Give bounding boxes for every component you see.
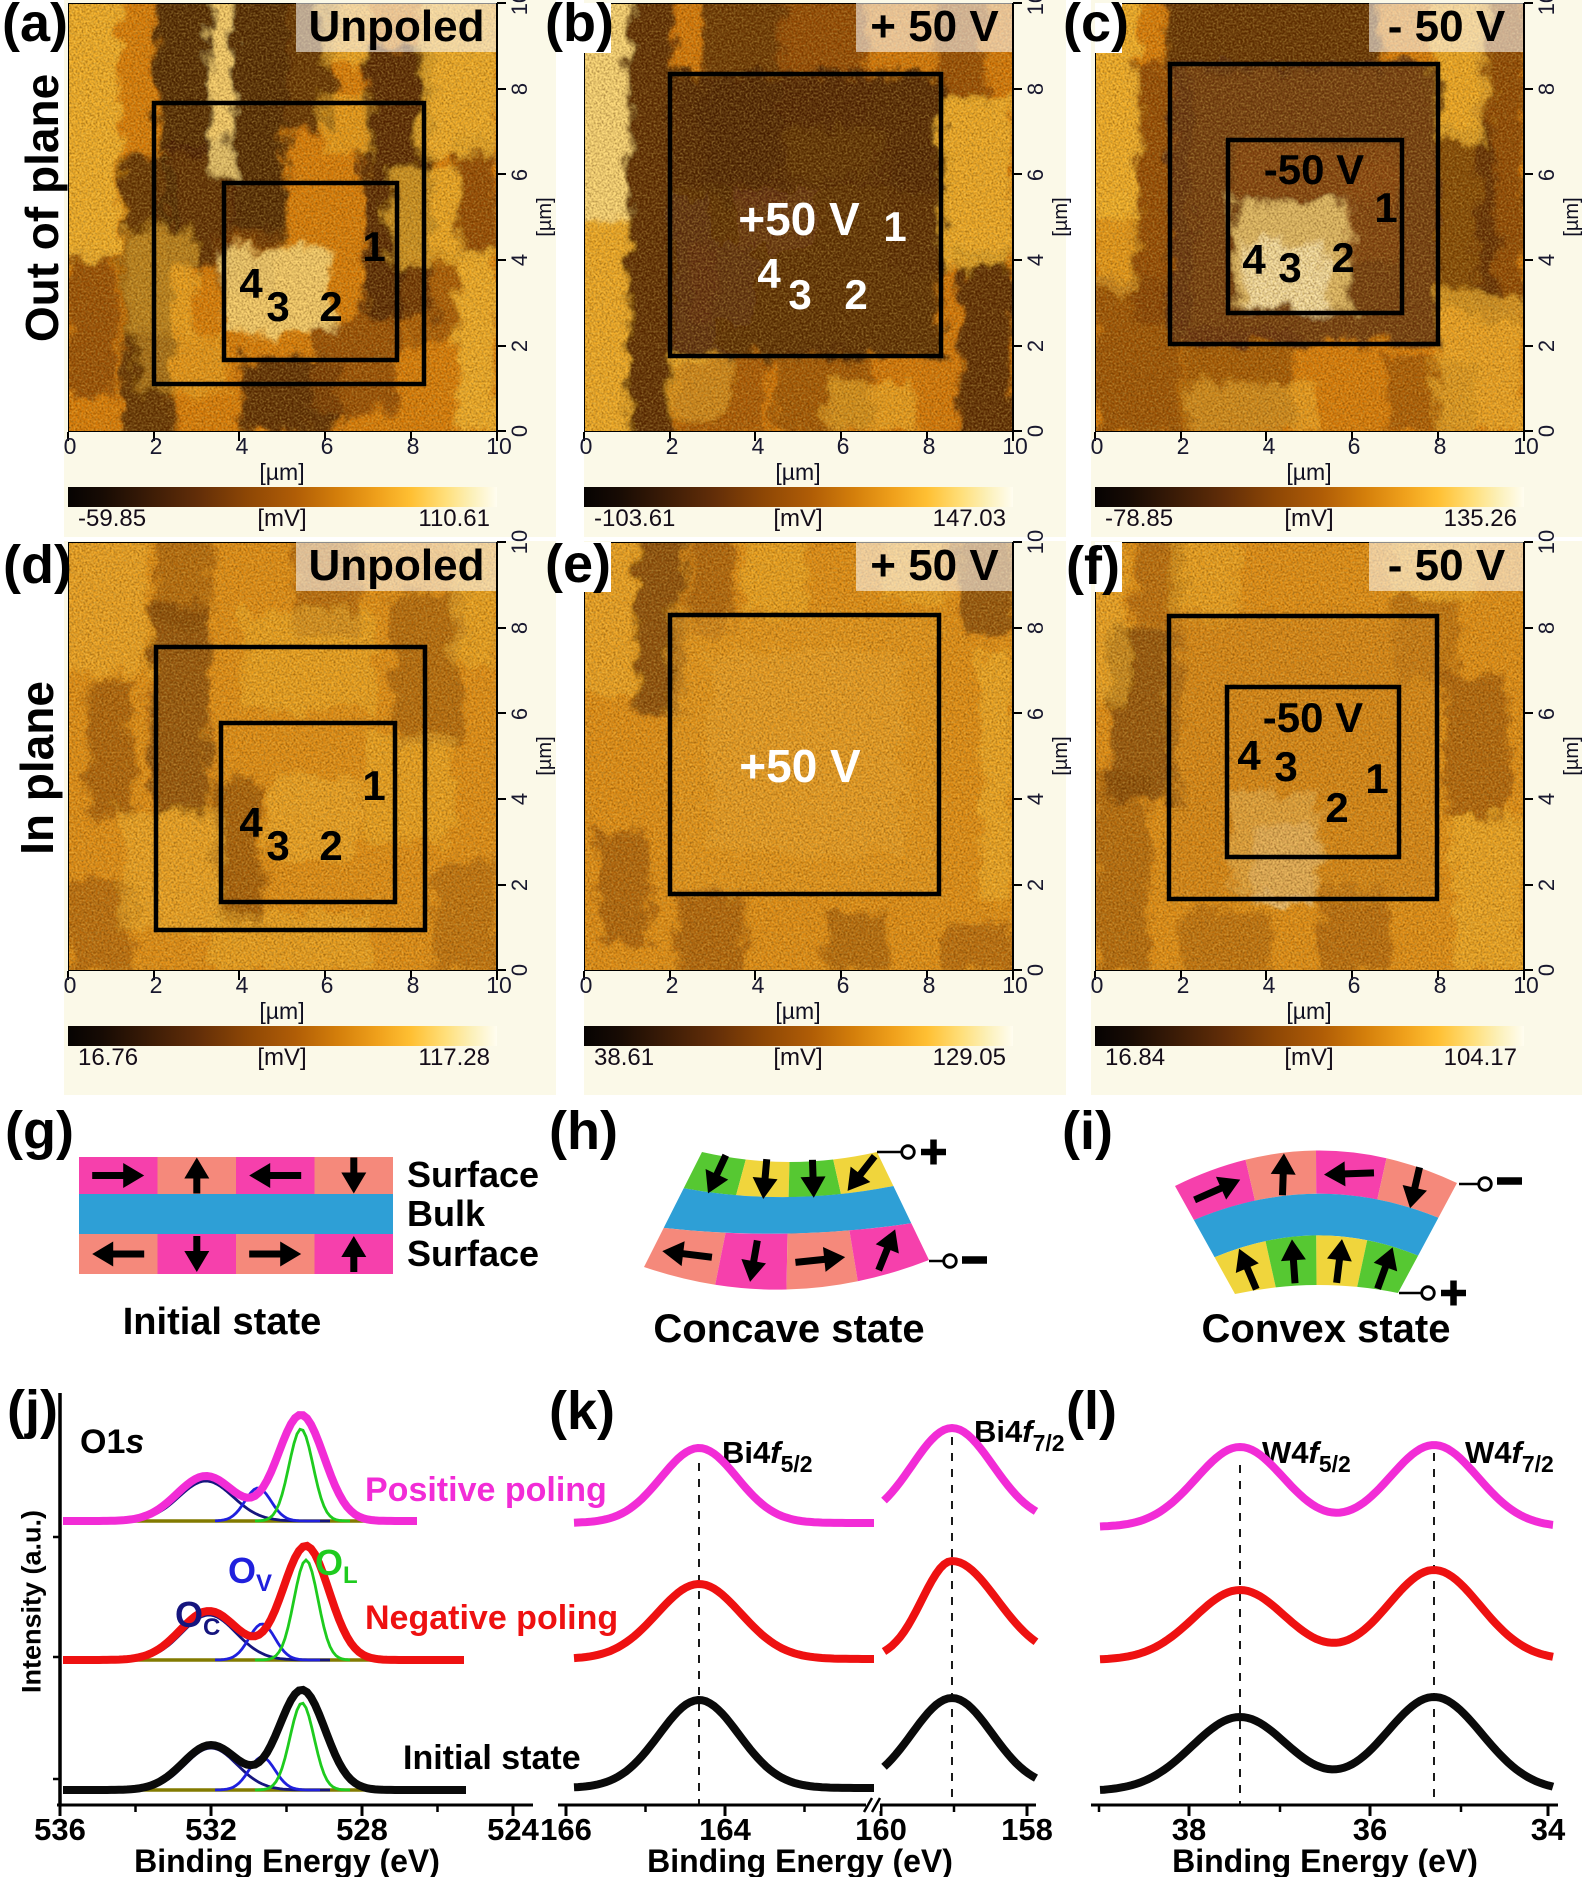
svg-text:O1s: O1s <box>80 1423 144 1461</box>
svg-text:4: 4 <box>1237 732 1261 779</box>
svg-text:36: 36 <box>1353 1812 1387 1847</box>
svg-text:Surface: Surface <box>407 1154 539 1195</box>
svg-text:Surface: Surface <box>407 1233 539 1274</box>
svg-text:1: 1 <box>1365 755 1388 802</box>
svg-text:528: 528 <box>336 1812 388 1847</box>
svg-text:3: 3 <box>266 283 289 330</box>
svg-text:Binding Energy (eV): Binding Energy (eV) <box>134 1843 440 1877</box>
svg-text:2: 2 <box>1331 234 1354 281</box>
svg-text:Initial state: Initial state <box>123 1301 322 1343</box>
svg-text:2: 2 <box>844 271 867 318</box>
svg-text:158: 158 <box>1001 1812 1053 1847</box>
svg-text:38: 38 <box>1172 1812 1206 1847</box>
svg-text:3: 3 <box>266 822 289 869</box>
svg-text:4: 4 <box>239 799 263 846</box>
svg-text:4: 4 <box>239 260 263 307</box>
svg-text:Binding Energy (eV): Binding Energy (eV) <box>647 1843 953 1877</box>
svg-text:34: 34 <box>1531 1812 1566 1847</box>
svg-text:Convex state: Convex state <box>1202 1307 1451 1351</box>
svg-text:OL: OL <box>315 1542 358 1589</box>
svg-text:1: 1 <box>362 223 385 270</box>
svg-text:2: 2 <box>319 283 342 330</box>
svg-text:3: 3 <box>1274 743 1297 790</box>
svg-text:1: 1 <box>362 762 385 809</box>
svg-text:160: 160 <box>855 1812 907 1847</box>
svg-text:2: 2 <box>1325 784 1348 831</box>
svg-text:3: 3 <box>1278 244 1301 291</box>
svg-text:OC: OC <box>175 1594 220 1641</box>
svg-text:166: 166 <box>540 1812 592 1847</box>
svg-text:OV: OV <box>228 1550 272 1597</box>
svg-text:+50 V: +50 V <box>739 740 861 792</box>
svg-text:3: 3 <box>788 271 811 318</box>
svg-text:4: 4 <box>757 250 781 297</box>
svg-text:4: 4 <box>1242 236 1266 283</box>
svg-text:Concave state: Concave state <box>653 1307 924 1351</box>
svg-text:536: 536 <box>34 1812 86 1847</box>
svg-text:Bi4f7/2: Bi4f7/2 <box>974 1414 1065 1456</box>
svg-text:1: 1 <box>883 203 906 250</box>
svg-text:1: 1 <box>1374 184 1397 231</box>
svg-text:164: 164 <box>699 1812 751 1847</box>
svg-text:Binding Energy (eV): Binding Energy (eV) <box>1172 1843 1478 1877</box>
svg-text:W4f7/2: W4f7/2 <box>1465 1435 1554 1477</box>
svg-text:524: 524 <box>487 1812 539 1847</box>
svg-text:532: 532 <box>185 1812 237 1847</box>
svg-text:-50 V: -50 V <box>1264 146 1364 193</box>
svg-text:Bulk: Bulk <box>407 1193 486 1234</box>
svg-text:2: 2 <box>319 822 342 869</box>
svg-text:+50 V: +50 V <box>738 193 860 245</box>
svg-text:-50 V: -50 V <box>1263 694 1363 741</box>
